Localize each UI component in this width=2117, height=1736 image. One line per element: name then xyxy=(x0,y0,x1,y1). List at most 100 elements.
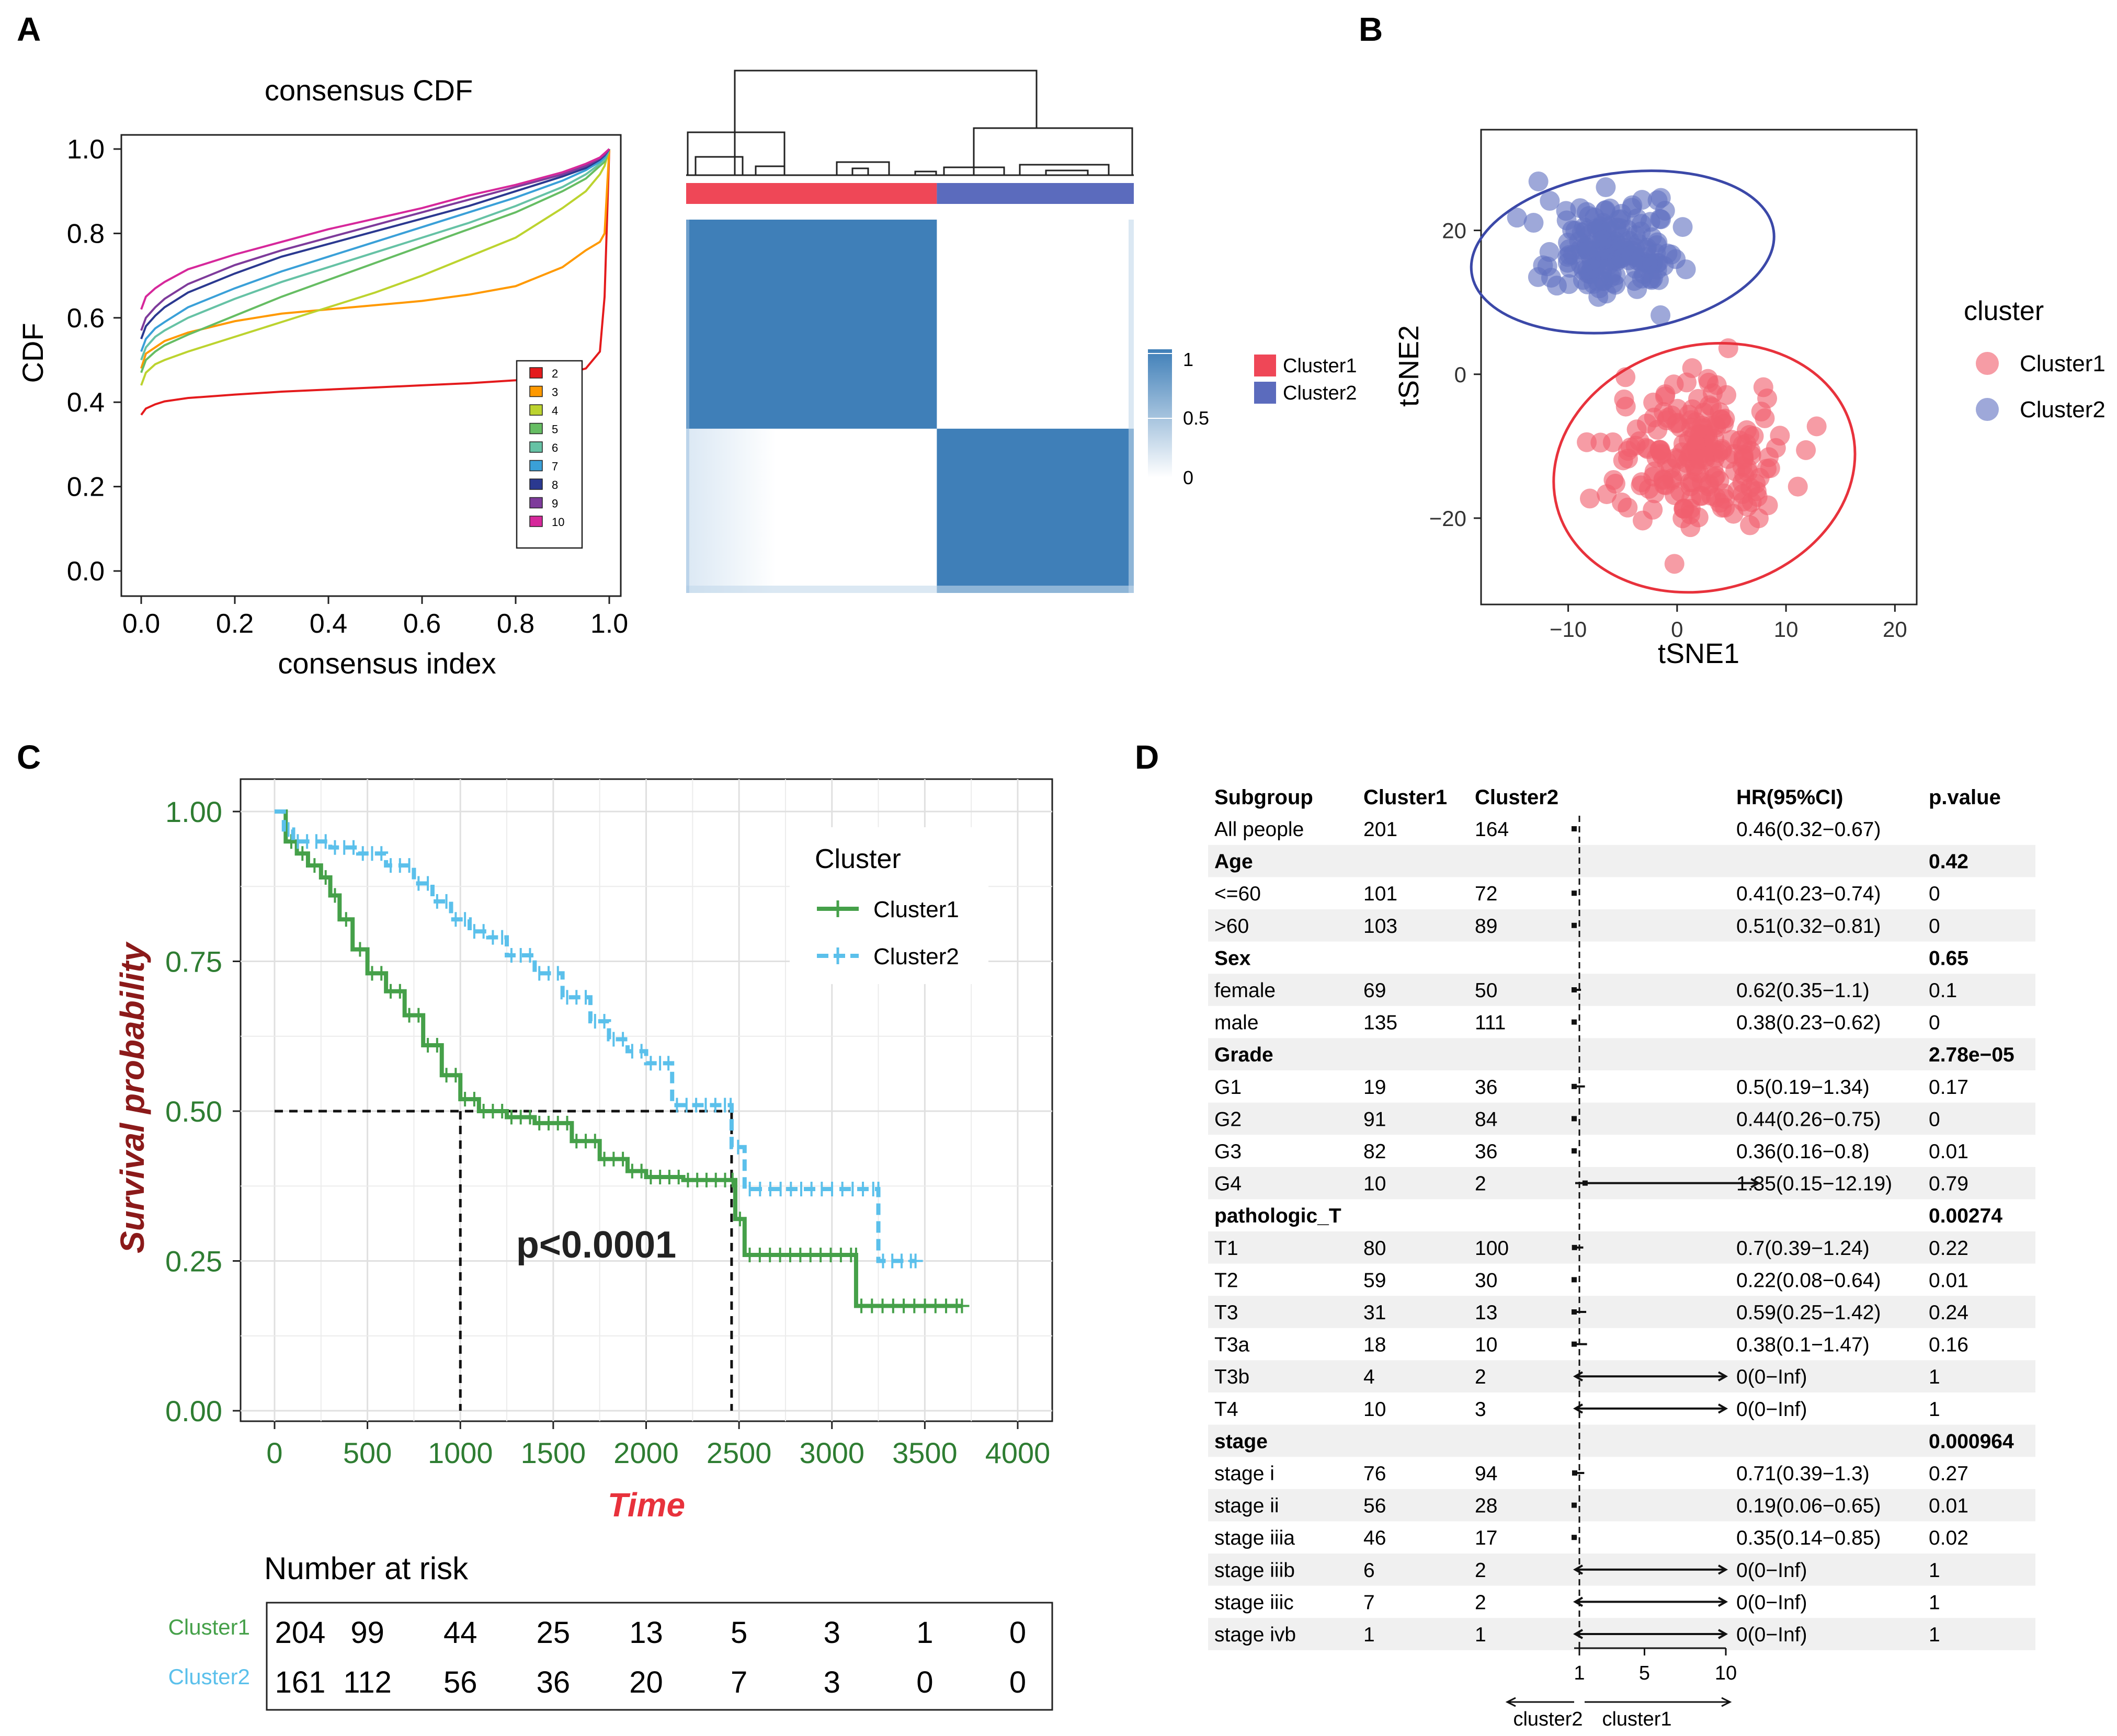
forest-cluster2-n: 3 xyxy=(1475,1398,1486,1421)
forest-pvalue: 0 xyxy=(1929,1108,1940,1130)
forest-cluster1-n: 7 xyxy=(1363,1591,1375,1614)
risk-count: 56 xyxy=(443,1665,477,1699)
tsne-point-cluster1 xyxy=(1577,432,1597,452)
tsne-point-cluster1 xyxy=(1618,497,1638,518)
forest-cluster2-n: 2 xyxy=(1475,1173,1486,1195)
forest-hr: 0.19(0.06−0.65) xyxy=(1736,1495,1881,1517)
forest-pvalue: 0 xyxy=(1929,883,1940,905)
km-xtick-label: 2000 xyxy=(613,1436,679,1469)
tsne-point-cluster2 xyxy=(1609,210,1629,230)
forest-subgroup: stage ii xyxy=(1214,1495,1279,1517)
tsne-plot-border xyxy=(1480,129,1918,606)
tsne-point-cluster2 xyxy=(1606,275,1626,295)
forest-pvalue: 0.22 xyxy=(1929,1237,1968,1260)
forest-cluster1-n: 18 xyxy=(1363,1334,1386,1356)
forest-arrow xyxy=(1718,1403,1728,1414)
forest-hr: 0(0−Inf) xyxy=(1736,1591,1807,1614)
tsne-point-cluster2 xyxy=(1589,278,1610,299)
heatmap-colorbar xyxy=(1148,349,1172,477)
forest-row-shade xyxy=(1208,1231,2035,1264)
cdf-ytick-label: 0.4 xyxy=(67,387,105,418)
km-ytick-label: 0.75 xyxy=(165,945,222,978)
forest-cluster2-n: 2 xyxy=(1475,1366,1486,1388)
tsne-point-cluster1 xyxy=(1620,437,1641,458)
tsne-point-cluster2 xyxy=(1637,237,1657,258)
tsne-point-cluster1 xyxy=(1660,459,1681,479)
heatmap-legend-label: Cluster2 xyxy=(1283,382,1357,404)
tsne-point-cluster1 xyxy=(1649,440,1670,461)
cdf-legend-swatch xyxy=(529,441,543,453)
forest-cluster2-n: 94 xyxy=(1475,1463,1497,1485)
tsne-point-cluster1 xyxy=(1579,488,1600,509)
forest-header: Cluster1 xyxy=(1363,786,1447,809)
tsne-ytick-label: 20 xyxy=(1442,219,1466,243)
forest-hr: 0.36(0.16−0.8) xyxy=(1736,1140,1870,1163)
cdf-legend-swatch xyxy=(529,385,543,397)
risk-count: 1 xyxy=(916,1616,933,1650)
tsne-point-cluster1 xyxy=(1703,441,1723,462)
cdf-legend-label: 4 xyxy=(552,404,558,417)
km-curve-cluster1 xyxy=(275,809,962,1308)
cdf-line-k6 xyxy=(140,149,610,361)
tsne-xtick-label: 0 xyxy=(1671,617,1683,642)
cdf-line-k3 xyxy=(140,149,610,369)
cdf-legend-label: 6 xyxy=(552,441,558,454)
tsne-point-cluster2 xyxy=(1523,213,1544,233)
tsne-legend-label: Cluster2 xyxy=(2020,397,2105,422)
heatmap-legend-swatch xyxy=(1254,382,1276,404)
forest-pvalue: 1 xyxy=(1929,1398,1940,1421)
tsne-point-cluster2 xyxy=(1624,271,1645,291)
forest-pvalue: 0.000964 xyxy=(1929,1430,2014,1453)
km-legend-label: Cluster2 xyxy=(873,944,959,969)
km-xtick-label: 3500 xyxy=(892,1436,958,1469)
tsne-ellipse-cluster2 xyxy=(1470,169,1775,335)
forest-subgroup: Age xyxy=(1214,851,1253,873)
forest-cluster2-n: 36 xyxy=(1475,1076,1497,1099)
forest-arrow xyxy=(1718,1596,1728,1607)
tsne-point-cluster1 xyxy=(1757,389,1778,409)
risk-count: 3 xyxy=(824,1616,840,1650)
forest-cluster1-n: 103 xyxy=(1363,915,1397,938)
forest-cluster2-n: 89 xyxy=(1475,915,1497,938)
cdf-line-k5 xyxy=(140,149,610,373)
forest-cluster1-n: 19 xyxy=(1363,1076,1386,1099)
km-xlabel: Time xyxy=(608,1486,685,1524)
tsne-point-cluster1 xyxy=(1739,425,1760,445)
forest-cluster2-n: 2 xyxy=(1475,1591,1486,1614)
forest-cluster1-n: 82 xyxy=(1363,1140,1386,1163)
forest-row-shade xyxy=(1208,909,2035,942)
forest-subgroup: <=60 xyxy=(1214,883,1261,905)
forest-cluster2-n: 100 xyxy=(1475,1237,1509,1260)
cdf-xtick-label: 0.8 xyxy=(497,609,534,639)
forest-cluster1-n: 6 xyxy=(1363,1559,1375,1582)
tsne-point-cluster1 xyxy=(1643,499,1663,520)
forest-header: Cluster2 xyxy=(1475,786,1558,809)
forest-arrow xyxy=(1718,1371,1728,1381)
km-legend-label: Cluster1 xyxy=(873,897,959,922)
tsne-point-cluster1 xyxy=(1682,472,1703,493)
forest-subgroup: stage iiic xyxy=(1214,1591,1294,1614)
forest-pvalue: 2.78e−05 xyxy=(1929,1044,2014,1066)
cdf-legend-swatch xyxy=(529,422,543,435)
cdf-legend-label: 2 xyxy=(552,367,558,380)
forest-subgroup: G1 xyxy=(1214,1076,1242,1099)
forest-cluster2-n: 13 xyxy=(1475,1301,1497,1324)
tsne-point-cluster1 xyxy=(1682,440,1702,461)
cdf-legend-label: 9 xyxy=(552,497,558,510)
forest-axis-label: 10 xyxy=(1715,1662,1737,1684)
tsne-point-cluster1 xyxy=(1614,389,1634,409)
forest-pvalue: 0.01 xyxy=(1929,1269,1968,1292)
forest-hr: 0.5(0.19−1.34) xyxy=(1736,1076,1870,1099)
forest-hr: 0.62(0.35−1.1) xyxy=(1736,979,1870,1002)
tsne-ytick-label: 0 xyxy=(1454,362,1466,387)
heatmap-legend-label: Cluster1 xyxy=(1283,355,1357,377)
tsne-point-cluster1 xyxy=(1733,444,1754,465)
tsne-point-cluster2 xyxy=(1637,254,1658,274)
tsne-xtick-label: 20 xyxy=(1883,617,1907,642)
forest-point-estimate xyxy=(1572,826,1577,831)
forest-subgroup: All people xyxy=(1214,818,1304,841)
forest-subgroup: >60 xyxy=(1214,915,1249,938)
tsne-point-cluster1 xyxy=(1755,408,1775,428)
colorbar-label-0: 0 xyxy=(1183,467,1193,488)
heatmap-edge-band xyxy=(1129,220,1134,593)
